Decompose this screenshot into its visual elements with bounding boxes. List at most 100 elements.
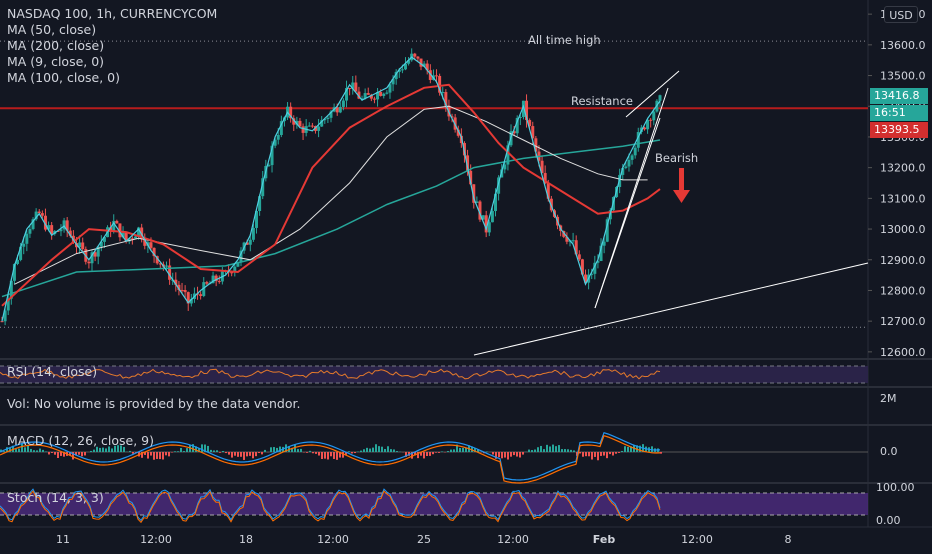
macd-histogram-bar — [612, 452, 614, 456]
indicator-ma9[interactable]: MA (9, close, 0) — [7, 54, 104, 70]
macd-histogram-bar — [426, 452, 428, 456]
macd-histogram-bar — [225, 452, 227, 453]
macd-histogram-bar — [594, 452, 596, 457]
x-tick-label: 12:00 — [681, 533, 713, 546]
macd-histogram-bar — [531, 450, 533, 452]
last-price-badge: 13416.8 — [870, 88, 928, 104]
stoch-axis-bottom-label: 0.00 — [876, 513, 901, 529]
macd-histogram-bar — [165, 452, 167, 455]
macd-histogram-bar — [342, 452, 344, 458]
resistance-label: Resistance — [571, 93, 633, 109]
macd-histogram-bar — [516, 452, 518, 457]
macd-histogram-bar — [306, 452, 308, 453]
chart-title: NASDAQ 100, 1h, CURRENCYCOM — [7, 6, 217, 22]
macd-histogram-bar — [498, 452, 500, 457]
macd-histogram-bar — [564, 449, 566, 452]
x-tick-label: 8 — [785, 533, 792, 546]
macd-histogram-bar — [585, 452, 587, 456]
macd-histogram-bar — [93, 450, 95, 452]
macd-histogram-bar — [354, 452, 356, 453]
macd-histogram-bar — [429, 452, 431, 456]
price-pane-bg — [0, 0, 868, 358]
candle-body — [435, 75, 438, 76]
macd-histogram-bar — [438, 452, 440, 453]
all-time-high-label: All time high — [528, 32, 601, 48]
macd-histogram-bar — [555, 446, 557, 452]
candle-body — [572, 240, 575, 241]
indicator-ma50[interactable]: MA (50, close) — [7, 22, 96, 38]
macd-histogram-bar — [246, 452, 248, 456]
macd-histogram-bar — [573, 450, 575, 452]
macd-histogram-bar — [318, 452, 320, 456]
macd-histogram-bar — [510, 452, 512, 457]
macd-histogram-bar — [609, 452, 611, 454]
currency-button[interactable]: USD — [884, 6, 918, 23]
candle-body — [631, 155, 634, 160]
macd-histogram-bar — [177, 451, 179, 452]
candle-body — [184, 290, 187, 292]
macd-histogram-bar — [552, 445, 554, 452]
macd-histogram-bar — [537, 447, 539, 452]
candle-body — [249, 240, 252, 245]
macd-histogram-bar — [30, 449, 32, 452]
stoch-pane-label[interactable]: Stoch (14, 3, 3) — [7, 490, 104, 506]
macd-histogram-bar — [231, 452, 233, 458]
candle-body — [354, 83, 357, 92]
candle-body — [218, 281, 221, 282]
macd-histogram-bar — [441, 451, 443, 452]
candle-body — [382, 94, 385, 96]
candle-body — [22, 244, 25, 247]
candle-body — [413, 54, 416, 57]
candle-body — [165, 266, 168, 267]
y-tick-label: 13500.0 — [880, 70, 926, 83]
stoch-axis-top-label: 100.00 — [876, 480, 915, 496]
candle-body — [416, 57, 419, 59]
macd-histogram-bar — [393, 449, 395, 452]
macd-histogram-bar — [228, 452, 230, 455]
volume-pane-label[interactable]: Vol: No volume is provided by the data v… — [7, 396, 300, 412]
macd-histogram-bar — [360, 451, 362, 452]
macd-histogram-bar — [60, 452, 62, 456]
macd-histogram-bar — [561, 449, 563, 452]
macd-histogram-bar — [621, 451, 623, 452]
macd-histogram-bar — [153, 452, 155, 460]
macd-histogram-bar — [597, 452, 599, 460]
x-tick-label: 25 — [417, 533, 431, 546]
macd-pane-label[interactable]: MACD (12, 26, close, 9) — [7, 433, 154, 449]
macd-histogram-bar — [42, 450, 44, 452]
macd-histogram-bar — [453, 449, 455, 452]
macd-histogram-bar — [18, 449, 20, 452]
macd-histogram-bar — [150, 452, 152, 456]
macd-histogram-bar — [627, 447, 629, 452]
macd-histogram-bar — [39, 449, 41, 452]
macd-histogram-bar — [261, 452, 263, 454]
macd-histogram-bar — [321, 452, 323, 459]
candle-body — [28, 229, 31, 234]
rsi-pane-label[interactable]: RSI (14, close) — [7, 364, 97, 380]
macd-histogram-bar — [186, 448, 188, 452]
candle-body — [41, 213, 44, 216]
macd-histogram-bar — [351, 452, 353, 453]
macd-histogram-bar — [45, 451, 47, 452]
macd-histogram-bar — [156, 452, 158, 459]
macd-histogram-bar — [660, 452, 662, 454]
macd-histogram-bar — [558, 445, 560, 452]
y-tick-label: 12800.0 — [880, 284, 926, 297]
candle-body — [342, 101, 345, 107]
macd-histogram-bar — [240, 452, 242, 457]
indicator-ma100[interactable]: MA (100, close, 0) — [7, 70, 120, 86]
x-tick-label: 12:00 — [140, 533, 172, 546]
macd-histogram-bar — [183, 451, 185, 452]
macd-histogram-bar — [534, 450, 536, 452]
macd-histogram-bar — [222, 451, 224, 452]
macd-histogram-bar — [459, 448, 461, 452]
macd-histogram-bar — [591, 452, 593, 460]
macd-axis-label: 0.0 — [880, 444, 898, 460]
macd-histogram-bar — [147, 452, 149, 459]
macd-histogram-bar — [372, 448, 374, 452]
bearish-arrow-shaft — [679, 168, 684, 190]
macd-histogram-bar — [579, 452, 581, 453]
indicator-ma200[interactable]: MA (200, close) — [7, 38, 104, 54]
candle-body — [624, 166, 627, 168]
